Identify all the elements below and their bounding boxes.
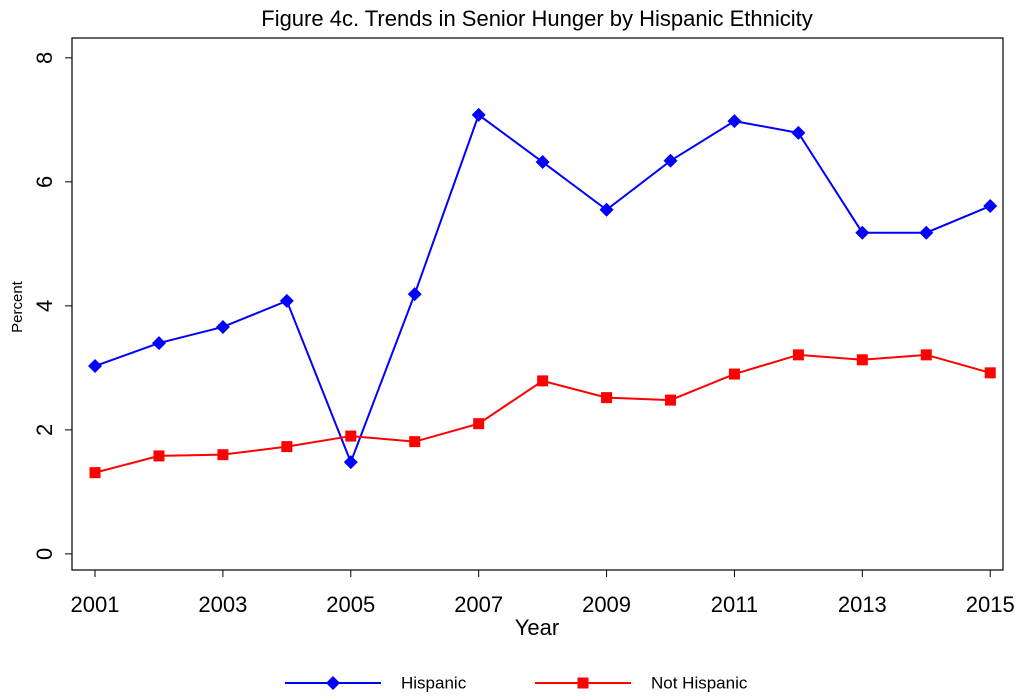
marker [983,199,998,214]
marker [791,125,806,140]
marker [88,359,103,374]
marker [151,336,166,351]
marker [855,225,870,240]
x-tick-label: 2003 [198,592,247,617]
legend-marker [577,677,589,689]
legend-label: Hispanic [401,673,467,692]
marker [856,354,868,366]
legend-marker [326,676,340,690]
x-tick-label: 2011 [711,592,758,617]
marker [792,349,804,361]
marker [601,392,613,404]
x-tick-label: 2007 [454,592,503,617]
marker [599,202,614,217]
marker [407,287,422,302]
y-tick-label: 0 [32,548,57,560]
marker [471,107,486,122]
marker [537,375,549,387]
marker [343,455,358,470]
marker [279,293,294,308]
y-tick-label: 8 [32,52,57,64]
x-tick-label: 2015 [966,592,1015,617]
marker [665,394,676,406]
marker [153,450,165,462]
marker [409,436,421,448]
y-tick-label: 4 [32,300,57,312]
marker [281,441,293,453]
marker [89,467,101,479]
marker [663,153,678,168]
plot-frame [71,37,1004,571]
y-axis-label: Percent [9,280,26,333]
marker [920,349,932,361]
marker [727,114,742,129]
marker [217,449,229,461]
marker [728,368,740,380]
marker [919,225,934,240]
x-tick-label: 2013 [838,592,887,617]
x-tick-label: 2005 [326,592,375,617]
marker [535,155,550,170]
marker [473,418,485,430]
marker [984,367,996,379]
chart-title: Figure 4c. Trends in Senior Hunger by Hi… [261,6,812,31]
y-tick-label: 2 [32,424,57,436]
marker [345,430,357,442]
legend-label: Not Hispanic [651,673,748,692]
x-tick-label: 2001 [71,592,120,617]
x-tick-label: 2009 [582,592,631,617]
x-axis-label: Year [515,615,559,640]
marker [215,319,230,334]
y-tick-label: 6 [32,176,57,188]
